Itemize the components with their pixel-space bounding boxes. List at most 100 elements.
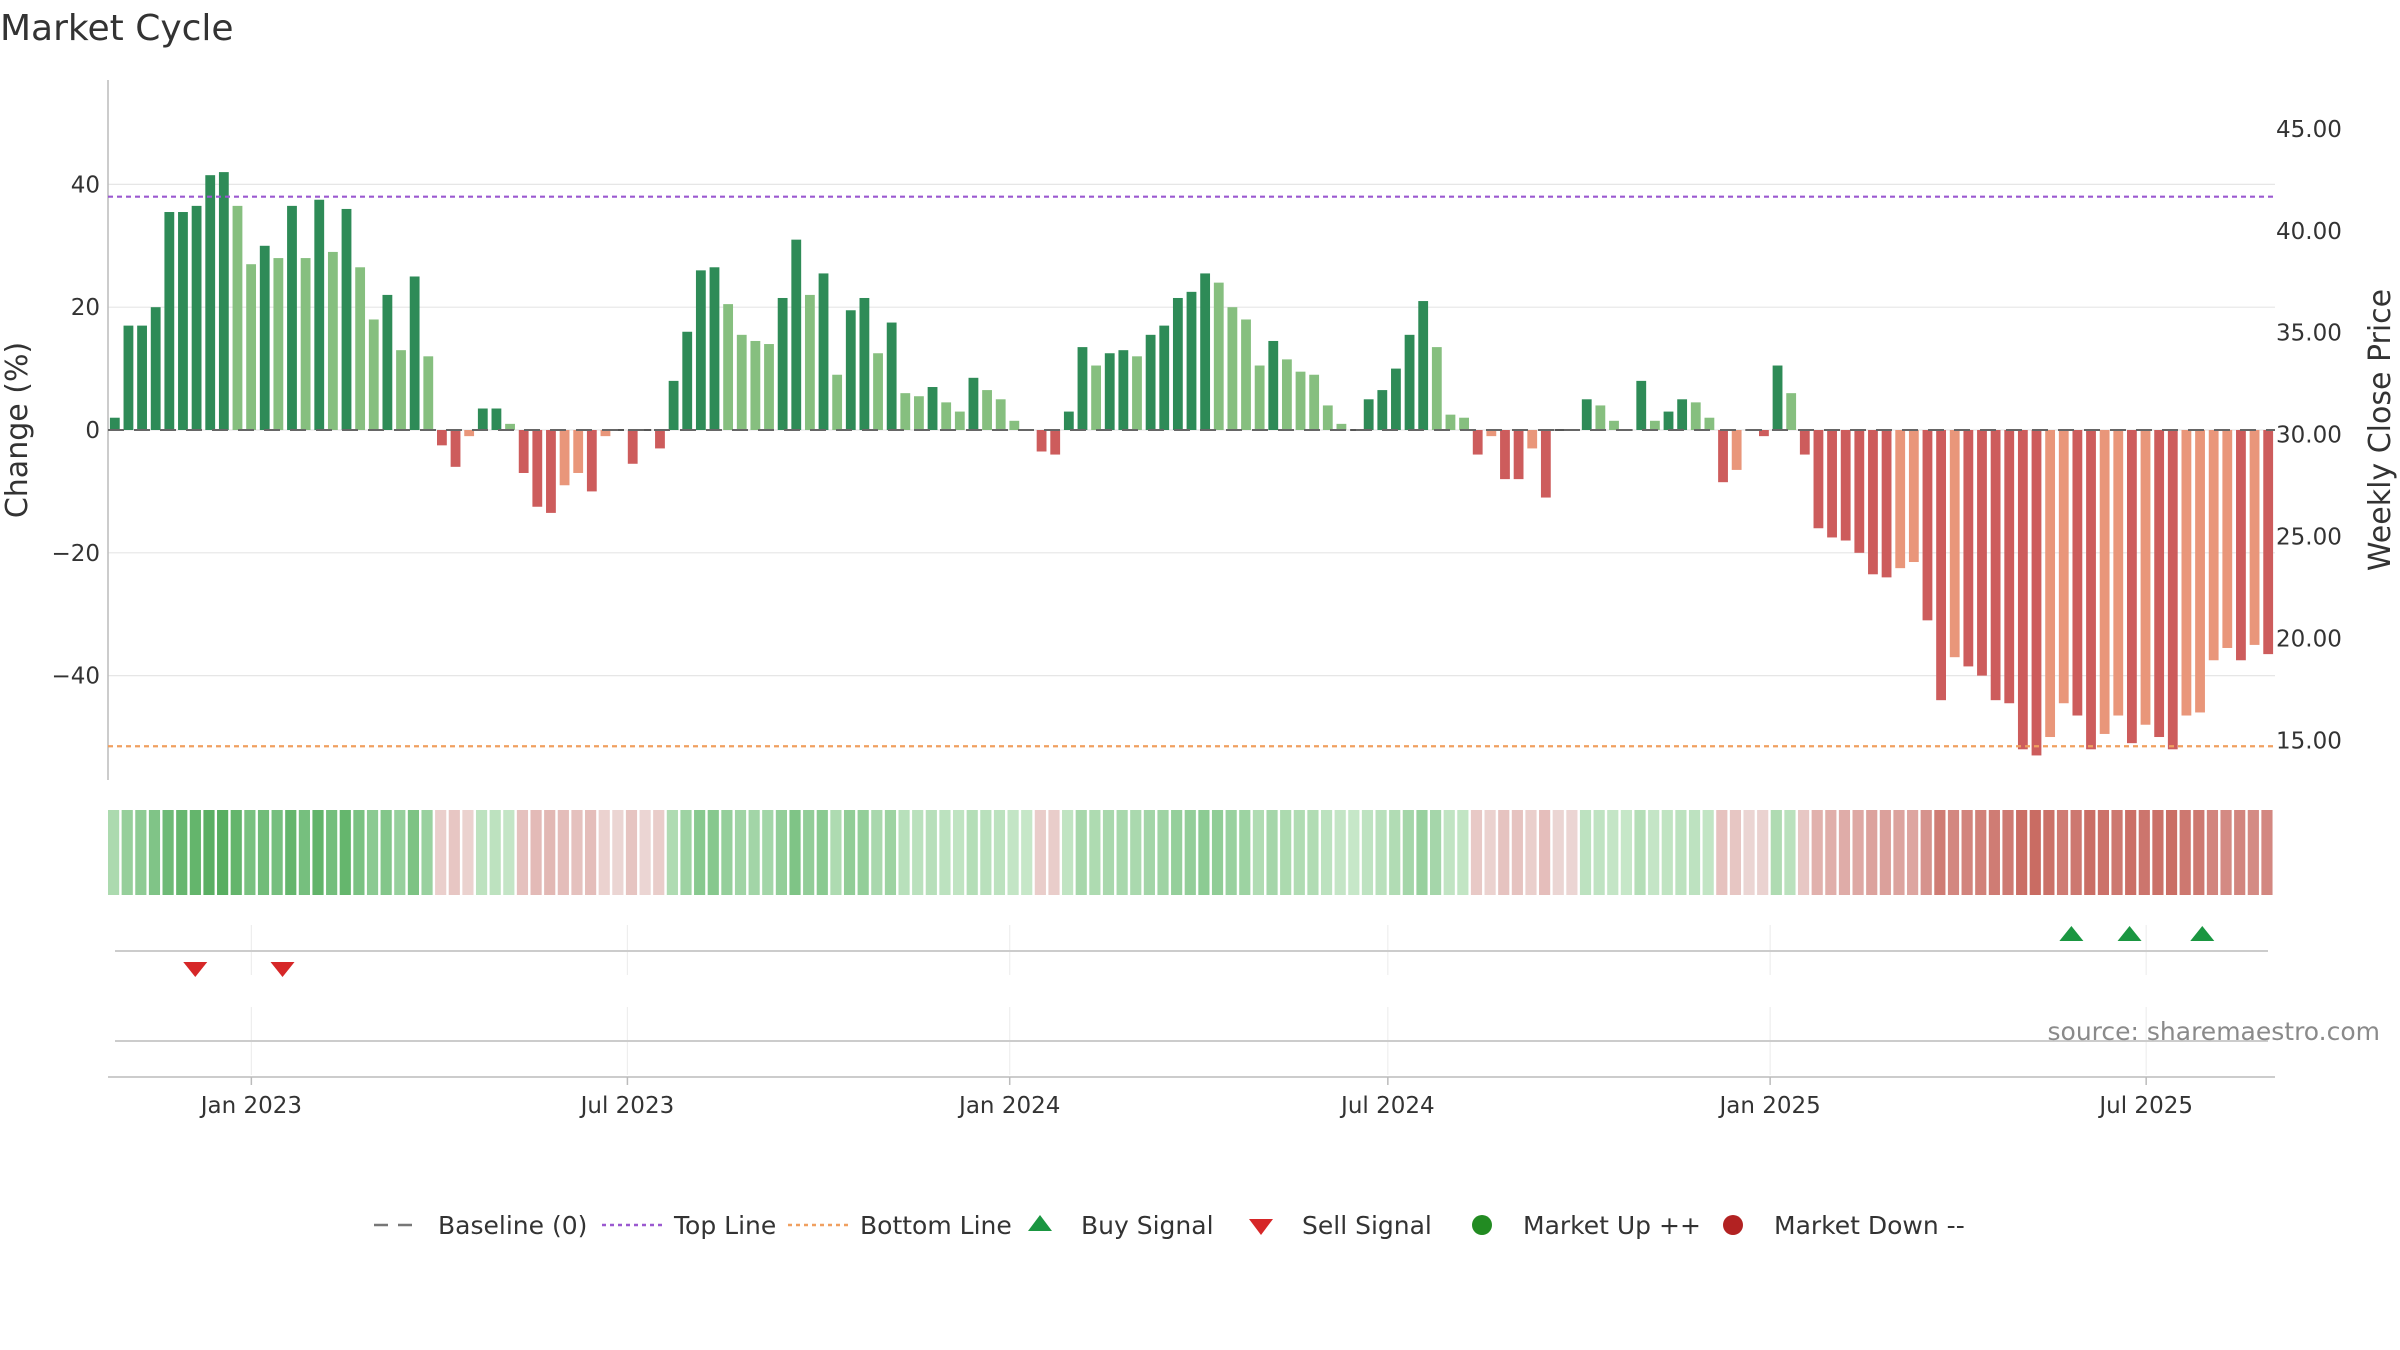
regime-cell [435,810,447,895]
regime-cell [271,810,283,895]
left-tick-label: 20 [71,295,100,321]
bar [2140,430,2151,725]
legend-sell-symbol [1249,1219,1273,1235]
bar [995,399,1006,430]
regime-cell [394,810,406,895]
bar [832,374,843,430]
bar [873,353,883,430]
regime-cell [1280,810,1292,895]
bar [1145,334,1156,430]
bar [2072,430,2083,716]
bar [396,350,406,430]
bar [1881,430,1892,578]
bar [532,430,543,507]
regime-cell [912,810,924,895]
regime-cell [2029,810,2041,895]
regime-cell [1116,810,1128,895]
bar [409,276,420,430]
regime-cell [898,810,910,895]
regime-cell [108,810,120,895]
buy-signal-marker [2059,926,2084,941]
bar [178,212,188,430]
bar [2249,430,2260,645]
bar [477,408,488,430]
regime-cell [707,810,719,895]
x-tick-label: Jan 2023 [199,1093,302,1119]
regime-cell [939,810,951,895]
bar [736,334,747,430]
bar [341,208,352,430]
bar [1854,430,1865,553]
regime-cell [448,810,460,895]
bar [1172,297,1183,430]
regime-cell [1852,810,1864,895]
regime-cell [1975,810,1987,895]
regime-cell [2206,810,2219,895]
regime-cell [203,810,215,895]
bar [1513,430,1524,480]
regime-cell [1866,810,1878,895]
bar [777,297,788,430]
bar [1132,356,1142,430]
regime-cell [162,810,174,895]
right-axis-label: Weekly Close Price [2363,289,2398,571]
regime-cell [557,810,569,895]
regime-cell [2261,810,2273,895]
bar [137,325,147,430]
regime-cell [680,810,692,895]
regime-cell [775,810,787,895]
regime-cell [407,810,420,895]
bar [1949,430,1960,658]
regime-cell [380,810,392,895]
bar [1936,430,1946,701]
regime-cell [1784,810,1796,895]
regime-cell [803,810,815,895]
regime-cell [148,810,161,895]
bar [2017,430,2028,750]
sell-signal-marker [183,962,208,977]
bar [2195,430,2205,713]
legend: Baseline (0) Top Line Bottom Line Buy Signa… [374,1211,1965,1240]
regime-cell [2084,810,2096,895]
regime-cell [2125,810,2137,895]
bar [1731,430,1742,470]
bar [1200,273,1211,430]
market-events-panel [115,1007,2268,1075]
bar [627,430,638,464]
regime-cell [503,810,515,895]
regime-cell [2152,810,2164,895]
bar [641,429,652,431]
bar [518,430,529,473]
regime-cell [1443,810,1455,895]
regime-cell [1416,810,1428,895]
legend-down-symbol [1723,1215,1743,1235]
signal-panel [115,925,2268,977]
left-tick-label: −20 [51,541,100,567]
regime-cell [1457,810,1469,895]
bar [2086,430,2096,750]
bar [1799,430,1810,455]
regime-cell [1593,810,1605,895]
bar [600,430,611,437]
regime-cell [1252,810,1265,895]
legend-label: Buy Signal [1081,1211,1214,1240]
bar [968,377,979,430]
bar [1486,430,1497,437]
bar [818,273,829,430]
regime-cell [544,810,556,895]
bar [1895,430,1906,569]
regime-cell [1579,810,1592,895]
bar [586,430,597,492]
regime-cell [530,810,542,895]
bar [1459,417,1469,430]
regime-cell [1402,810,1414,895]
right-tick-label: 30.00 [2276,423,2342,449]
bar [1963,430,1974,667]
regime-cell [1293,810,1305,895]
bar [900,393,911,430]
regime-cell [1484,810,1496,895]
bar [368,319,379,430]
regime-cell [2043,810,2055,895]
bar [2181,430,2192,716]
bar [1363,399,1374,430]
